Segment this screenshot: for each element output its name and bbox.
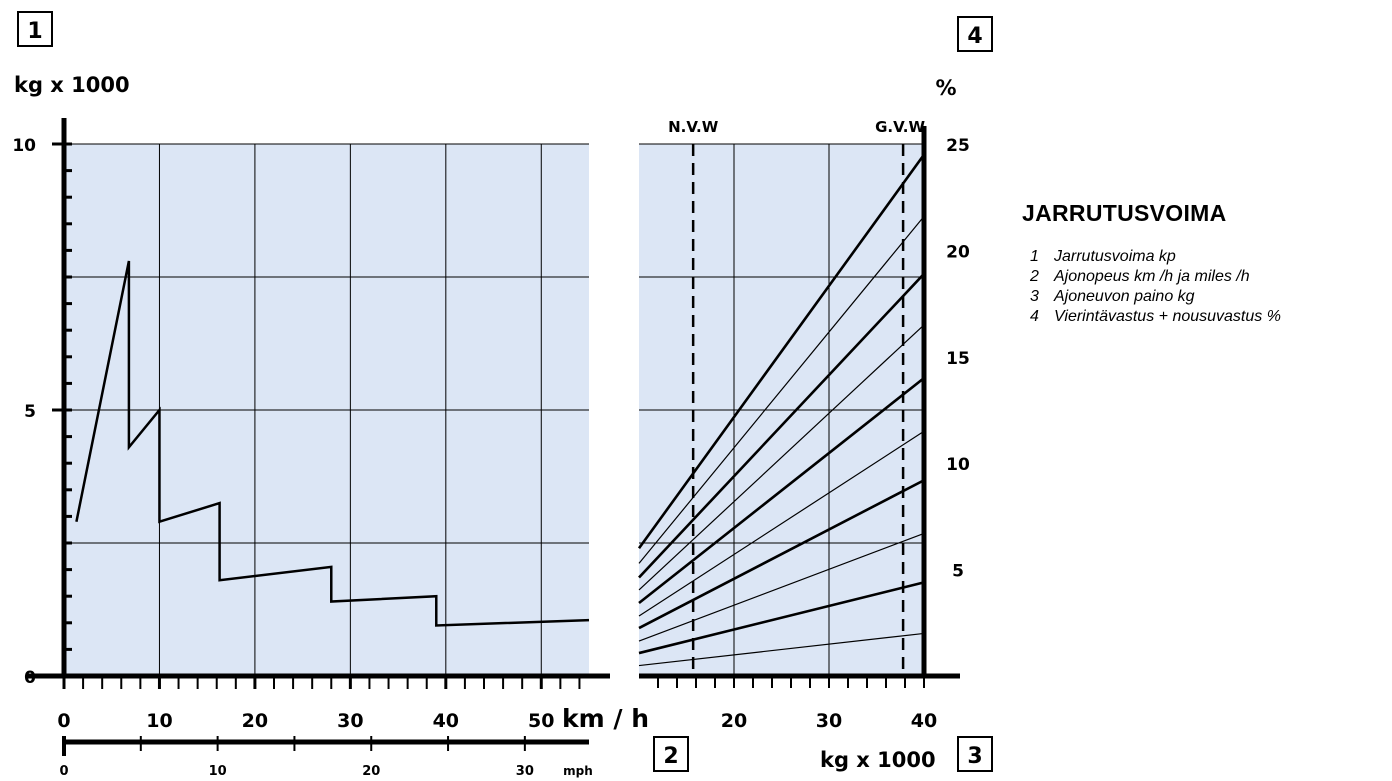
fan-line xyxy=(638,272,925,579)
legend-item-number: 1 xyxy=(1030,248,1039,265)
right-fan-lines xyxy=(637,153,926,667)
box-2 xyxy=(653,736,689,772)
fan-line xyxy=(638,632,925,667)
legend-item: 4 Vierintävastus + nousuvastus % xyxy=(1020,307,1392,327)
right-axes xyxy=(639,126,960,688)
right-reference-lines: N.V.W G.V.W xyxy=(668,118,926,676)
fan-line xyxy=(638,479,925,630)
left-y-tick-label: 5 xyxy=(24,402,36,422)
mph-tick-label: 20 xyxy=(362,764,380,779)
legend-item-text: Vierintävastus + nousuvastus % xyxy=(1054,308,1281,325)
right-x-tick-label: 40 xyxy=(911,710,937,732)
fan-line xyxy=(638,430,925,617)
right-tick-labels: 5 10 15 20 25 20 30 40 xyxy=(721,136,970,732)
fan-line xyxy=(638,377,925,605)
right-x-tick-label: 20 xyxy=(721,710,747,732)
braking-force-line xyxy=(75,260,590,627)
left-x-tick-label: 50 xyxy=(528,710,554,732)
legend-title: JARRUTUSVOIMA xyxy=(1022,200,1227,226)
legend-item-text: Ajonopeus km /h ja miles /h xyxy=(1054,268,1250,285)
box-3-label: 3 xyxy=(967,744,982,769)
mph-tick-label: 0 xyxy=(59,764,68,779)
left-series xyxy=(75,260,590,627)
box-4 xyxy=(957,16,993,52)
right-y-tick-label: 20 xyxy=(946,242,970,262)
fan-line xyxy=(638,532,925,642)
left-x-tick-label: 40 xyxy=(433,710,459,732)
reference-line-label: N.V.W xyxy=(668,118,719,136)
right-x-axis-label: kg x 1000 xyxy=(820,748,936,772)
right-y-axis-label: % xyxy=(935,76,956,100)
box-1 xyxy=(17,11,53,47)
left-x-tick-label: 10 xyxy=(146,710,172,732)
fan-line xyxy=(638,324,925,591)
legend-item-number: 3 xyxy=(1030,288,1039,305)
left-axes xyxy=(28,118,610,756)
right-y-tick-label: 15 xyxy=(946,349,970,369)
left-y-tick-label: 0 xyxy=(24,668,36,688)
left-x-axis-label: km / h xyxy=(562,704,649,733)
legend-item-text: Ajoneuvon paino kg xyxy=(1054,288,1195,305)
right-y-tick-label: 25 xyxy=(946,136,970,156)
reference-line-label: G.V.W xyxy=(875,118,925,136)
left-y-tick-label: 10 xyxy=(12,136,36,156)
right-y-tick-label: 10 xyxy=(946,455,970,475)
legend-item-text: Jarrutusvoima kp xyxy=(1054,248,1176,265)
mph-tick-label: 10 xyxy=(209,764,227,779)
mph-tick-label: 30 xyxy=(516,764,534,779)
legend: JARRUTUSVOIMA 1 Jarrutusvoima kp 2 Ajonope… xyxy=(1020,200,1392,327)
fan-line xyxy=(638,215,925,564)
box-2-label: 2 xyxy=(663,744,678,769)
left-tick-labels: 0 5 10 0 10 20 30 40 50 0 10 20 30 xyxy=(12,136,554,779)
left-x-tick-label: 20 xyxy=(242,710,268,732)
left-x-tick-label: 0 xyxy=(57,710,70,732)
fan-line xyxy=(638,581,925,655)
right-x-tick-label: 30 xyxy=(816,710,842,732)
right-grid xyxy=(639,143,924,676)
left-grid xyxy=(64,143,589,676)
box-3 xyxy=(957,736,993,772)
box-4-label: 4 xyxy=(967,24,982,49)
legend-item: 2 Ajonopeus km /h ja miles /h xyxy=(1020,267,1392,287)
right-y-tick-label: 5 xyxy=(952,562,964,582)
legend-item-number: 4 xyxy=(1030,308,1039,325)
mph-unit-label: mph xyxy=(563,764,593,778)
legend-item: 1 Jarrutusvoima kp xyxy=(1020,247,1392,267)
legend-item-number: 2 xyxy=(1030,268,1039,285)
legend-item: 3 Ajoneuvon paino kg xyxy=(1020,287,1392,307)
left-x-tick-label: 30 xyxy=(337,710,363,732)
left-y-axis-label: kg x 1000 xyxy=(14,73,130,97)
box-1-label: 1 xyxy=(27,19,42,44)
fan-line xyxy=(637,153,926,550)
